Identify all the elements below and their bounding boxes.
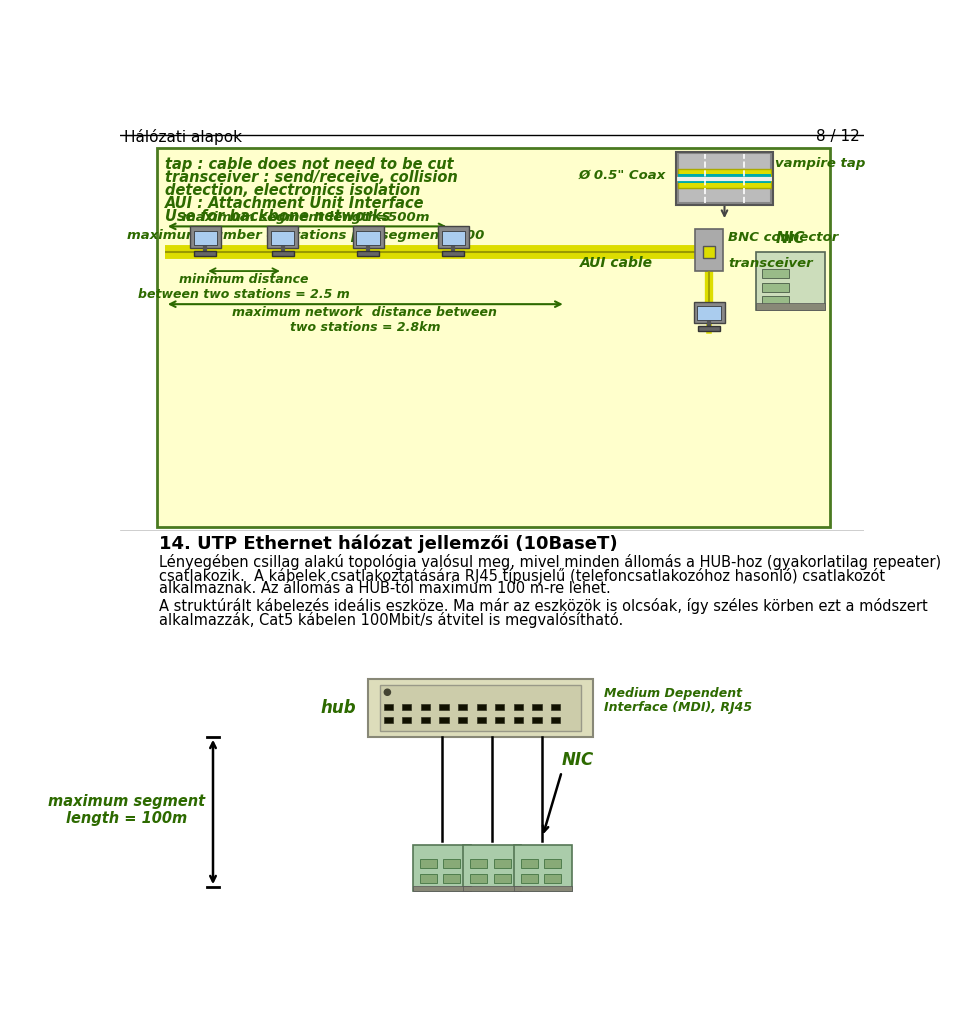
Bar — [514, 845, 572, 891]
Text: maximum segment
length = 100m: maximum segment length = 100m — [48, 794, 205, 826]
Bar — [761, 296, 789, 305]
Bar — [443, 251, 464, 256]
Bar — [476, 717, 486, 723]
Text: Lényegében csillag alakú topológia valósul meg, mivel minden állomás a HUB-hoz (: Lényegében csillag alakú topológia valós… — [158, 554, 941, 570]
Text: vampire tap: vampire tap — [775, 157, 865, 169]
Bar — [495, 717, 504, 723]
Bar — [698, 327, 720, 332]
Text: alkalmazzák, Cat5 kábelen 100Mbit/s átvitel is megvalósítható.: alkalmazzák, Cat5 kábelen 100Mbit/s átvi… — [158, 612, 623, 628]
Bar — [476, 704, 486, 710]
Bar — [413, 845, 471, 891]
Bar — [438, 226, 468, 248]
Bar — [493, 874, 511, 883]
Bar — [470, 874, 488, 883]
Bar — [458, 717, 468, 723]
Bar — [532, 717, 541, 723]
Text: 8 / 12: 8 / 12 — [816, 129, 860, 144]
Text: Interface (MDI), RJ45: Interface (MDI), RJ45 — [605, 701, 753, 714]
Text: maximum number of stations per segment=100: maximum number of stations per segment=1… — [128, 229, 485, 241]
Text: 14. UTP Ethernet hálózat jellemzői (10BaseT): 14. UTP Ethernet hálózat jellemzői (10Ba… — [158, 534, 617, 553]
Bar — [520, 874, 538, 883]
Bar — [464, 885, 521, 891]
Bar — [357, 251, 379, 256]
Bar — [678, 153, 771, 203]
Bar — [420, 717, 430, 723]
Bar — [383, 717, 393, 723]
Bar — [444, 874, 460, 883]
Bar — [761, 269, 789, 278]
Bar — [271, 231, 295, 244]
Bar — [194, 231, 217, 244]
Bar — [402, 717, 412, 723]
Bar — [420, 874, 437, 883]
Text: A struktúrált kábelezés ideális eszköze. Ma már az eszközök is olcsóak, így szél: A struktúrált kábelezés ideális eszköze.… — [158, 598, 927, 614]
Text: Hálózati alapok: Hálózati alapok — [124, 129, 242, 145]
Bar — [703, 245, 715, 258]
Bar — [551, 704, 561, 710]
Text: hub: hub — [321, 700, 356, 718]
Bar — [267, 226, 299, 248]
Text: NIC: NIC — [776, 230, 805, 245]
Bar — [544, 859, 561, 868]
Text: Ø 0.5" Coax: Ø 0.5" Coax — [579, 168, 666, 182]
Text: alkalmaznak. Az állomás a HUB-tól maximum 100 m-re lehet.: alkalmaznak. Az állomás a HUB-tól maximu… — [158, 581, 611, 596]
Text: BNC connector: BNC connector — [729, 231, 839, 244]
Bar — [551, 717, 561, 723]
Bar — [470, 859, 488, 868]
Text: NIC: NIC — [562, 751, 594, 769]
Bar — [420, 704, 430, 710]
Bar — [693, 302, 725, 323]
Bar — [678, 169, 771, 188]
Bar — [379, 685, 581, 731]
Bar — [272, 251, 294, 256]
Bar — [420, 859, 437, 868]
Circle shape — [384, 690, 391, 696]
Bar — [440, 704, 448, 710]
Text: transceiver : send/receive, collision: transceiver : send/receive, collision — [165, 170, 458, 186]
Bar — [157, 148, 829, 526]
Text: transceiver: transceiver — [729, 257, 813, 270]
Text: csatlakozik.  A kábelek csatlakoztatására RJ45 típusjelű (telefoncsatlakozóhoz h: csatlakozik. A kábelek csatlakoztatására… — [158, 568, 885, 583]
Bar — [464, 845, 521, 891]
Bar — [520, 859, 538, 868]
Bar — [190, 226, 221, 248]
Bar — [544, 874, 561, 883]
Bar — [458, 704, 468, 710]
Bar — [356, 231, 379, 244]
Bar — [678, 174, 771, 184]
Text: AUI : Attachment Unit Interface: AUI : Attachment Unit Interface — [165, 197, 424, 211]
Bar — [495, 704, 504, 710]
Bar — [756, 303, 826, 309]
Bar — [442, 231, 465, 244]
Bar — [402, 704, 412, 710]
Text: maximum network  distance between
two stations = 2.8km: maximum network distance between two sta… — [232, 306, 497, 335]
Bar — [352, 226, 383, 248]
Text: AUI cable: AUI cable — [580, 256, 653, 270]
Bar — [514, 717, 523, 723]
Text: maximum segment length=500m: maximum segment length=500m — [182, 211, 430, 224]
Text: detection, electronics isolation: detection, electronics isolation — [165, 184, 420, 199]
Bar — [756, 251, 826, 309]
Text: minimum distance
between two stations = 2.5 m: minimum distance between two stations = … — [138, 273, 349, 300]
Bar — [493, 859, 511, 868]
Bar — [194, 251, 216, 256]
Bar — [514, 704, 523, 710]
Bar — [514, 885, 572, 891]
Bar — [444, 859, 460, 868]
Text: Medium Dependent: Medium Dependent — [605, 686, 742, 700]
Bar — [761, 283, 789, 292]
Bar — [383, 704, 393, 710]
Bar — [368, 679, 592, 737]
Text: Use for backbone networks: Use for backbone networks — [165, 210, 391, 224]
Text: tap : cable does not need to be cut: tap : cable does not need to be cut — [165, 157, 453, 172]
Bar — [532, 704, 541, 710]
Bar — [413, 885, 471, 891]
Bar — [697, 306, 721, 320]
Bar — [695, 229, 723, 271]
Bar — [677, 152, 773, 205]
Bar — [440, 717, 448, 723]
